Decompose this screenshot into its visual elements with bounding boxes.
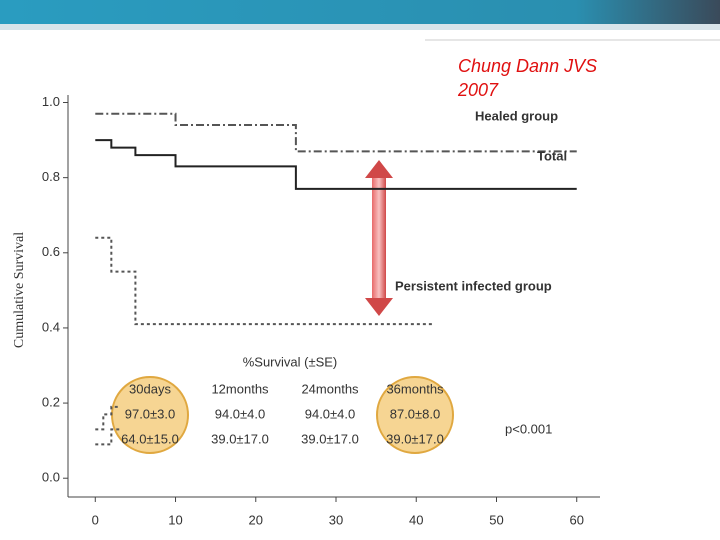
table-cell: 39.0±17.0 [386, 431, 444, 446]
arrow [365, 160, 393, 316]
citation: Chung Dann JVS 2007 [458, 56, 598, 100]
table-title: %Survival (±SE) [243, 354, 338, 369]
y-axis-label: Cumulative Survival [12, 232, 27, 348]
series-label: Total [537, 148, 567, 163]
table-cell: 94.0±4.0 [215, 406, 266, 421]
series-label: Persistent infected group [395, 278, 552, 293]
highlight [376, 376, 454, 454]
survival-line [95, 112, 577, 153]
table-header: 30days [129, 381, 171, 396]
y-tick-label: 0.0 [42, 470, 60, 485]
y-tick-label: 1.0 [42, 94, 60, 109]
x-tick-label: 10 [168, 512, 182, 527]
survival-line [95, 405, 120, 431]
x-tick-label: 20 [249, 512, 263, 527]
y-tick-label: 0.8 [42, 169, 60, 184]
table-cell: 87.0±8.0 [390, 406, 441, 421]
table-cell: 64.0±15.0 [121, 431, 179, 446]
survival-line [95, 236, 433, 326]
table-header: 36months [386, 381, 444, 396]
y-tick-label: 0.2 [42, 395, 60, 410]
table-header: 12months [211, 381, 269, 396]
y-tick-label: 0.4 [42, 319, 60, 334]
x-tick-label: 50 [489, 512, 503, 527]
table-cell: 39.0±17.0 [301, 431, 359, 446]
top-bar [0, 0, 720, 24]
p-value: p<0.001 [505, 421, 552, 436]
table-cell: 94.0±4.0 [305, 406, 356, 421]
x-tick-label: 40 [409, 512, 423, 527]
top-bar-shadow [0, 24, 720, 30]
x-tick-label: 60 [569, 512, 583, 527]
table-cell: 39.0±17.0 [211, 431, 269, 446]
x-tick-label: 30 [329, 512, 343, 527]
survival-line [95, 139, 577, 190]
x-tick-label: 0 [92, 512, 99, 527]
y-tick-label: 0.6 [42, 244, 60, 259]
series-label: Healed group [475, 108, 558, 123]
table-header: 24months [301, 381, 359, 396]
table-cell: 97.0±3.0 [125, 406, 176, 421]
